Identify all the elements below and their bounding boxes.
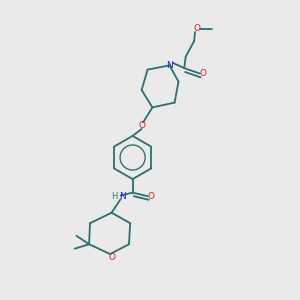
Text: O: O bbox=[108, 254, 115, 262]
Text: O: O bbox=[193, 24, 200, 33]
Text: O: O bbox=[138, 121, 145, 130]
Text: H: H bbox=[111, 192, 118, 201]
Text: O: O bbox=[199, 69, 206, 78]
Text: N: N bbox=[119, 192, 126, 201]
Text: N: N bbox=[166, 61, 173, 70]
Text: O: O bbox=[147, 192, 154, 201]
